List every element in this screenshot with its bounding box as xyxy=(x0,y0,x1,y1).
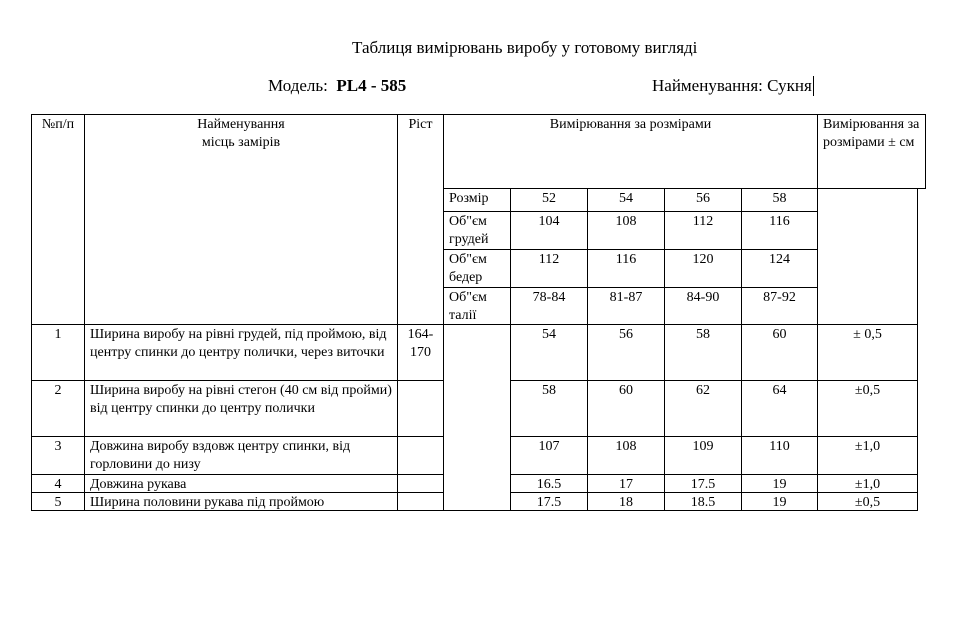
row-value: 58 xyxy=(664,324,742,381)
row-value: 16.5 xyxy=(510,474,588,493)
row-name: Ширина виробу на рівні грудей, під пройм… xyxy=(84,324,398,381)
row-value: 17.5 xyxy=(664,474,742,493)
header-number: №п/п xyxy=(31,114,85,325)
row-value: 109 xyxy=(664,436,742,475)
row-tolerance: ±1,0 xyxy=(817,436,918,475)
document-title: Таблиця вимірювань виробу у готовому виг… xyxy=(352,38,698,57)
size-row-value: 81-87 xyxy=(587,287,665,325)
header-height: Ріст xyxy=(397,114,444,325)
size-row-value: 87-92 xyxy=(741,287,818,325)
row-height xyxy=(397,474,444,493)
row-value: 54 xyxy=(510,324,588,381)
row-value: 62 xyxy=(664,380,742,437)
product-line[interactable]: Найменування: Сукня xyxy=(652,76,814,96)
row-tolerance: ±0,5 xyxy=(817,380,918,437)
header-name: Найменування місць замірів xyxy=(84,114,398,325)
row-value: 56 xyxy=(587,324,665,381)
size-row-label: Розмір xyxy=(443,188,511,212)
row-value: 108 xyxy=(587,436,665,475)
size-row-value: 120 xyxy=(664,249,742,288)
row-value: 110 xyxy=(741,436,818,475)
row-name: Ширина половини рукава під проймою xyxy=(84,492,398,511)
empty-cell xyxy=(817,188,918,325)
row-number: 1 xyxy=(31,324,85,381)
row-height xyxy=(397,436,444,475)
model-label: Модель: xyxy=(268,76,328,95)
row-value: 18.5 xyxy=(664,492,742,511)
size-row-value: 54 xyxy=(587,188,665,212)
row-value: 60 xyxy=(587,380,665,437)
row-value: 107 xyxy=(510,436,588,475)
size-row-value: 112 xyxy=(510,249,588,288)
row-number: 2 xyxy=(31,380,85,437)
row-number: 3 xyxy=(31,436,85,475)
size-row-value: 112 xyxy=(664,211,742,250)
empty-cell xyxy=(443,324,511,511)
size-row-label: Об"єм грудей xyxy=(443,211,511,250)
row-tolerance: ±1,0 xyxy=(817,474,918,493)
row-number: 5 xyxy=(31,492,85,511)
row-value: 58 xyxy=(510,380,588,437)
size-row-value: 108 xyxy=(587,211,665,250)
row-value: 64 xyxy=(741,380,818,437)
size-row-value: 56 xyxy=(664,188,742,212)
size-row-value: 58 xyxy=(741,188,818,212)
model-line: Модель: PL4 - 585 xyxy=(268,76,406,96)
header-sizes: Вимірювання за розмірами xyxy=(443,114,818,189)
row-tolerance: ±0,5 xyxy=(817,492,918,511)
size-row-value: 104 xyxy=(510,211,588,250)
row-height: 164-170 xyxy=(397,324,444,381)
row-value: 18 xyxy=(587,492,665,511)
row-value: 19 xyxy=(741,492,818,511)
row-name: Довжина рукава xyxy=(84,474,398,493)
size-row-value: 52 xyxy=(510,188,588,212)
row-name: Довжина виробу вздовж центру спинки, від… xyxy=(84,436,398,475)
row-value: 17 xyxy=(587,474,665,493)
row-tolerance: ± 0,5 xyxy=(817,324,918,381)
size-row-value: 124 xyxy=(741,249,818,288)
size-row-value: 78-84 xyxy=(510,287,588,325)
size-row-value: 84-90 xyxy=(664,287,742,325)
row-value: 19 xyxy=(741,474,818,493)
model-value: PL4 - 585 xyxy=(336,76,407,95)
size-row-value: 116 xyxy=(741,211,818,250)
row-value: 60 xyxy=(741,324,818,381)
header-tolerance: Вимірювання за розмірами ± см xyxy=(817,114,926,189)
row-name: Ширина виробу на рівні стегон (40 см від… xyxy=(84,380,398,437)
size-row-value: 116 xyxy=(587,249,665,288)
row-value: 17.5 xyxy=(510,492,588,511)
row-number: 4 xyxy=(31,474,85,493)
row-height xyxy=(397,380,444,437)
row-height xyxy=(397,492,444,511)
product-label: Найменування: xyxy=(652,76,763,95)
size-row-label: Об"єм талії xyxy=(443,287,511,325)
size-row-label: Об"єм бедер xyxy=(443,249,511,288)
product-value: Сукня xyxy=(767,76,812,95)
